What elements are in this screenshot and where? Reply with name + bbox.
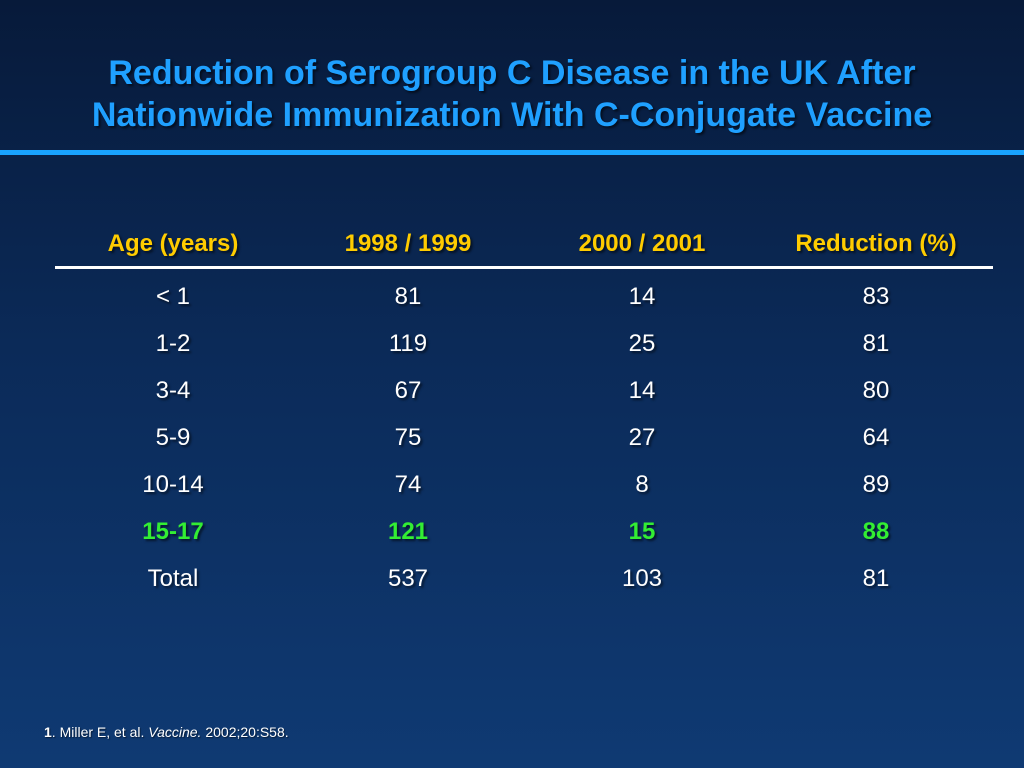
cell-1998-1999: 67 <box>394 376 422 404</box>
cell-2000-2001: 14 <box>628 282 656 310</box>
title-line-1: Reduction of Serogroup C Disease in the … <box>108 54 916 92</box>
header-2000-2001: 2000 / 2001 <box>525 222 759 269</box>
cell-1998-1999: 81 <box>394 282 422 310</box>
table-row: < 1 81 14 83 <box>55 268 993 321</box>
cell-age: < 1 <box>155 282 191 310</box>
cell-1998-1999: 121 <box>387 517 429 545</box>
cell-2000-2001: 15 <box>628 517 656 545</box>
cell-1998-1999: 75 <box>394 423 422 451</box>
table-header-row: Age (years) 1998 / 1999 2000 / 2001 Redu… <box>55 222 993 269</box>
cell-2000-2001: 27 <box>628 423 656 451</box>
disease-reduction-table: Age (years) 1998 / 1999 2000 / 2001 Redu… <box>55 222 993 602</box>
footnote-citation: 2002;20:S58. <box>201 724 289 740</box>
cell-reduction: 80 <box>862 376 890 404</box>
title-line-2: Nationwide Immunization With C-Conjugate… <box>91 96 933 134</box>
cell-2000-2001: 25 <box>628 329 656 357</box>
header-reduction: Reduction (%) <box>759 222 993 269</box>
cell-reduction: 64 <box>862 423 890 451</box>
table-row: 5-9 75 27 64 <box>55 414 993 461</box>
cell-reduction: 89 <box>862 470 890 498</box>
cell-1998-1999: 74 <box>394 470 422 498</box>
slide-title: Reduction of Serogroup C Disease in the … <box>0 52 1024 136</box>
cell-reduction: 81 <box>862 564 890 592</box>
footnote-reference: 1. Miller E, et al. Vaccine. 2002;20:S58… <box>44 724 289 740</box>
table-row: 3-4 67 14 80 <box>55 367 993 414</box>
table-row: 10-14 74 8 89 <box>55 461 993 508</box>
cell-2000-2001: 14 <box>628 376 656 404</box>
cell-age: 15-17 <box>142 517 204 545</box>
cell-2000-2001: 103 <box>621 564 663 592</box>
table-row-highlighted: 15-17 121 15 88 <box>55 508 993 555</box>
cell-1998-1999: 537 <box>387 564 429 592</box>
table-row-total: Total 537 103 81 <box>55 555 993 602</box>
cell-age: Total <box>147 564 199 592</box>
header-age: Age (years) <box>55 222 291 269</box>
table-row: 1-2 119 25 81 <box>55 320 993 367</box>
cell-age: 3-4 <box>155 376 191 404</box>
cell-age: 5-9 <box>155 423 191 451</box>
cell-2000-2001: 8 <box>635 470 649 498</box>
footnote-journal: Vaccine. <box>148 724 202 740</box>
cell-reduction: 81 <box>862 329 890 357</box>
cell-reduction: 83 <box>862 282 890 310</box>
footnote-number: 1 <box>44 724 52 740</box>
footnote-authors: . Miller E, et al. <box>51 724 149 740</box>
title-divider <box>0 150 1024 155</box>
header-1998-1999: 1998 / 1999 <box>291 222 525 269</box>
cell-reduction: 88 <box>862 517 890 545</box>
cell-age: 10-14 <box>142 470 204 498</box>
cell-1998-1999: 119 <box>388 329 428 357</box>
cell-age: 1-2 <box>155 329 191 357</box>
